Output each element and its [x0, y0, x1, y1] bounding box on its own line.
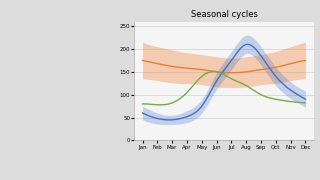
Legend: Cycle A, Cycle B, Cycle C: Cycle A, Cycle B, Cycle C — [164, 177, 284, 180]
Cycle A — [150, 116, 154, 118]
Cycle B — [172, 101, 176, 103]
Cycle A — [245, 43, 249, 45]
Cycle C — [291, 62, 294, 64]
Cycle B — [297, 101, 301, 103]
Cycle A — [185, 116, 189, 118]
Cycle A — [304, 98, 308, 100]
Cycle C — [296, 61, 300, 63]
Cycle C — [229, 72, 233, 74]
Cycle C — [304, 59, 308, 62]
Cycle B — [304, 102, 308, 104]
Cycle A — [168, 119, 172, 121]
Cycle A — [291, 91, 295, 93]
Cycle C — [140, 59, 144, 62]
Cycle B — [185, 92, 189, 94]
Cycle B — [147, 103, 151, 105]
Cycle C — [184, 67, 188, 69]
Cycle B — [212, 71, 216, 73]
Cycle C — [147, 61, 151, 63]
Title: Seasonal cycles: Seasonal cycles — [191, 10, 257, 19]
Line: Cycle C: Cycle C — [142, 60, 306, 73]
Line: Cycle B: Cycle B — [142, 72, 306, 105]
Line: Cycle A: Cycle A — [142, 44, 306, 120]
Cycle B — [150, 103, 154, 105]
Cycle B — [291, 101, 295, 103]
Cycle A — [297, 94, 301, 96]
Cycle B — [140, 103, 144, 105]
Cycle C — [171, 65, 175, 68]
Cycle B — [159, 104, 163, 106]
Cycle A — [140, 112, 144, 114]
Cycle C — [150, 62, 154, 64]
Cycle A — [147, 115, 151, 117]
Cycle A — [172, 119, 176, 121]
